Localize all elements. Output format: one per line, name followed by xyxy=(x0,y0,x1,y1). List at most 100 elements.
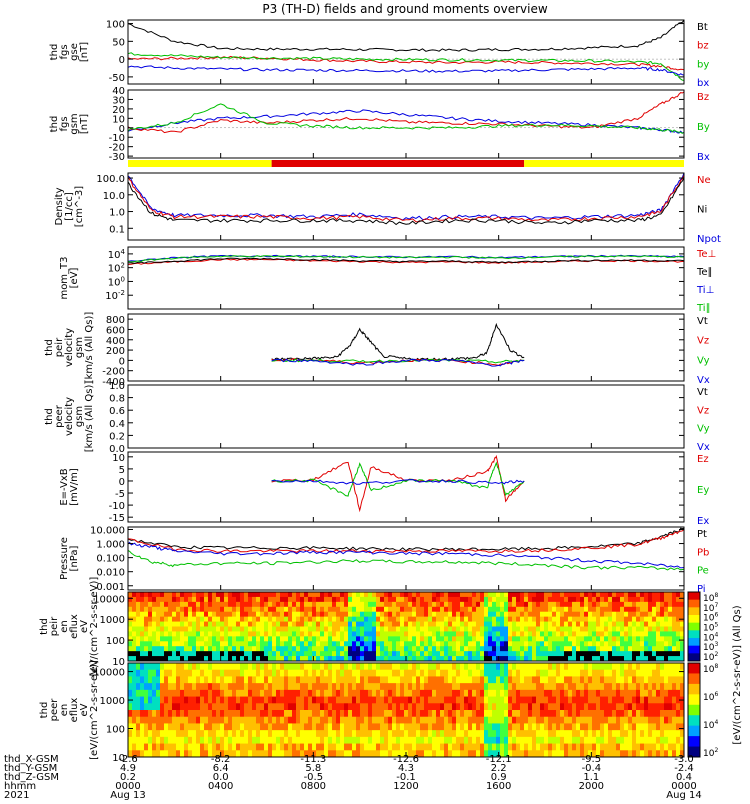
spectrogram-cell xyxy=(644,596,649,603)
spectrogram-cell xyxy=(364,601,369,608)
spectrogram-cell xyxy=(620,723,625,731)
spectrogram-cell xyxy=(360,736,365,745)
spectrogram-cell xyxy=(336,736,341,745)
spectrogram-cell xyxy=(392,669,397,678)
spectrogram-cell xyxy=(504,669,509,678)
spectrogram-cell xyxy=(576,743,581,751)
spectrogram-cell xyxy=(184,601,189,608)
spectrogram-cell xyxy=(372,750,377,757)
spectrogram-cell xyxy=(312,621,317,628)
spectrogram-cell xyxy=(276,676,281,684)
spectrogram-cell xyxy=(192,750,197,757)
spectrogram-cell xyxy=(216,631,221,637)
spectrogram-cell xyxy=(232,606,237,613)
spectrogram-cell xyxy=(316,636,321,642)
spectrogram-cell xyxy=(512,716,517,725)
spectrogram-cell xyxy=(564,723,569,731)
spectrogram-cell xyxy=(448,616,453,623)
spectrogram-cell xyxy=(680,730,684,738)
spectrogram-cell xyxy=(544,631,549,637)
spectrogram-cell xyxy=(580,750,585,757)
spectrogram-cell xyxy=(128,646,133,652)
spectrogram-cell xyxy=(632,621,637,628)
spectrogram-cell xyxy=(152,683,157,691)
spectrogram-cell xyxy=(296,596,301,603)
spectrogram-cell xyxy=(616,736,621,745)
spectrogram-cell xyxy=(128,663,133,671)
spectrogram-cell xyxy=(564,646,569,652)
spectrogram-cell xyxy=(520,646,525,652)
spectrogram-cell xyxy=(516,703,521,711)
spectrogram-cell xyxy=(604,716,609,725)
spectrogram-cell xyxy=(348,669,353,678)
spectrogram-cell xyxy=(352,592,357,598)
spectrogram-cell xyxy=(140,696,145,704)
spectrogram-cell xyxy=(636,696,641,704)
spectrogram-cell xyxy=(612,743,617,751)
spectrogram-cell xyxy=(188,651,193,657)
spectrogram-cell xyxy=(464,611,469,618)
spectrogram-cell xyxy=(436,663,441,671)
spectrogram-cell xyxy=(416,616,421,623)
spectrogram-cell xyxy=(360,626,365,633)
spectrogram-cell xyxy=(232,656,237,661)
spectrogram-cell xyxy=(664,656,669,661)
spectrogram-cell xyxy=(640,611,645,618)
spectrogram-cell xyxy=(568,636,573,642)
spectrogram-cell xyxy=(540,626,545,633)
spectrogram-cell xyxy=(300,641,305,647)
spectrogram-cell xyxy=(432,710,437,718)
spectrogram-cell xyxy=(508,743,513,751)
spectrogram-cell xyxy=(436,676,441,684)
spectrogram-cell xyxy=(328,723,333,731)
spectrogram-cell xyxy=(376,736,381,745)
spectrogram-cell xyxy=(636,651,641,657)
spectrogram-cell xyxy=(260,736,265,745)
spectrogram-cell xyxy=(192,641,197,647)
spectrogram-cell xyxy=(668,703,673,711)
spectrogram-cell xyxy=(252,616,257,623)
spectrogram-cell xyxy=(600,703,605,711)
spectrogram-cell xyxy=(260,743,265,751)
spectrogram-cell xyxy=(432,676,437,684)
spectrogram-cell xyxy=(480,621,485,628)
spectrogram-cell xyxy=(328,663,333,671)
spectrogram-cell xyxy=(620,636,625,642)
spectrogram-cell xyxy=(504,621,509,628)
spectrogram-cell xyxy=(256,743,261,751)
spectrogram-cell xyxy=(676,651,681,657)
spectrogram-cell xyxy=(236,631,241,637)
spectrogram-cell xyxy=(512,730,517,738)
spectrogram-cell xyxy=(528,631,533,637)
spectrogram-cell xyxy=(300,606,305,613)
spectrogram-cell xyxy=(672,641,677,647)
spectrogram-cell xyxy=(236,611,241,618)
spectrogram-cell xyxy=(628,596,633,603)
spectrogram-cell xyxy=(428,703,433,711)
colorbar-tick-label: 104 xyxy=(703,631,718,643)
spectrogram-cell xyxy=(552,703,557,711)
spectrogram-cell xyxy=(584,641,589,647)
spectrogram-cell xyxy=(544,750,549,757)
spectrogram-cell xyxy=(160,616,165,623)
spectrogram-cell xyxy=(560,596,565,603)
spectrogram-cell xyxy=(532,592,537,598)
spectrogram-cell xyxy=(312,641,317,647)
spectrogram-cell xyxy=(204,663,209,671)
spectrogram-cell xyxy=(508,723,513,731)
spectrogram-cell xyxy=(592,646,597,652)
spectrogram-cell xyxy=(400,601,405,608)
spectrogram-cell xyxy=(496,616,501,623)
y-tick-label: 104 xyxy=(108,248,126,261)
spectrogram-cell xyxy=(508,596,513,603)
legend-Npot: Npot xyxy=(697,234,721,245)
spectrogram-cell xyxy=(420,696,425,704)
spectrogram-cell xyxy=(220,663,225,671)
spectrogram-cell xyxy=(496,703,501,711)
spectrogram-cell xyxy=(176,716,181,725)
spectrogram-cell xyxy=(556,676,561,684)
spectrogram-cell xyxy=(228,641,233,647)
spectrogram-cell xyxy=(632,676,637,684)
spectrogram-cell xyxy=(212,596,217,603)
spectrogram-cell xyxy=(260,631,265,637)
